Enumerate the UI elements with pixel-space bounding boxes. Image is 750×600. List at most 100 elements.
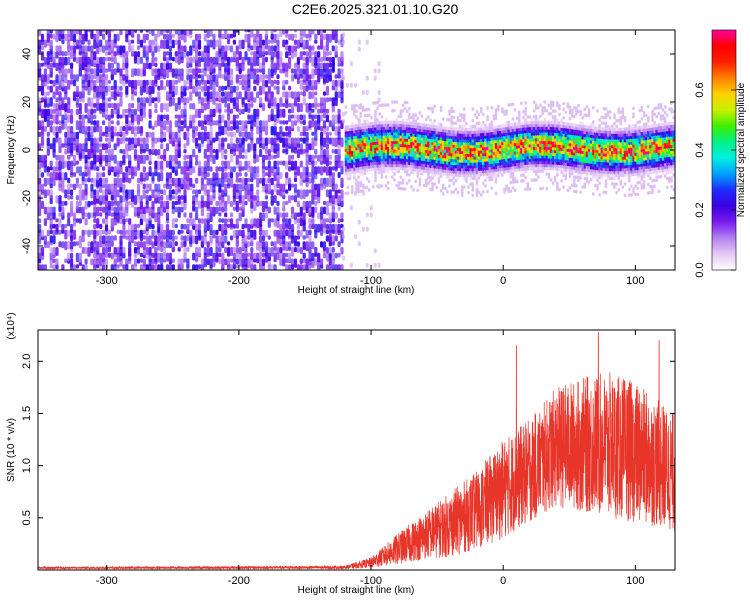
heatmap-cell-noise-2021 xyxy=(244,247,248,254)
heatmap-cell-noise-735 xyxy=(110,166,114,173)
heatmap-cell-signal-3838 xyxy=(422,160,426,165)
heatmap-cell-signal-3268 xyxy=(365,162,369,167)
heatmap-cell-signal-3581 xyxy=(397,160,401,165)
heatmap-cell-signal-4130 xyxy=(450,106,453,111)
heatmap-cell-noise-1007 xyxy=(139,218,143,226)
heatmap-cell-noise-2039 xyxy=(244,91,248,100)
heatmap-cell-noise-1277 xyxy=(165,39,170,50)
heatmap-cell-noise-1597 xyxy=(200,85,204,92)
heatmap-cell-noise-984 xyxy=(136,177,141,184)
heatmap-cell-signal-3923 xyxy=(431,167,434,172)
heatmap-cell-signal-3677 xyxy=(405,138,409,142)
heatmap-cell-noise-2646 xyxy=(308,241,312,248)
heatmap-cell-signal-3167 xyxy=(355,126,358,131)
heatmap-cell-signal-4391 xyxy=(475,115,479,120)
heatmap-cell-noise-1387 xyxy=(177,33,181,40)
heatmap-cell-noise-1392 xyxy=(180,235,184,241)
heatmap-cell-signal-4755 xyxy=(513,177,517,181)
heatmap-cell-signal-3223 xyxy=(361,169,365,173)
heatmap-cell-noise-522 xyxy=(90,45,94,53)
heatmap-cell-signal-3358 xyxy=(374,138,377,143)
heatmap-cell-noise-1635 xyxy=(206,247,210,255)
heatmap-cell-noise-145 xyxy=(52,229,56,236)
heatmap-cell-noise-1498 xyxy=(192,218,196,226)
heatmap-cell-signal-3527 xyxy=(391,129,394,133)
heatmap-cell-noise-1560 xyxy=(197,160,202,169)
heatmap-cell-noise-1906 xyxy=(232,223,236,229)
heatmap-cell-noise-1568 xyxy=(197,85,202,90)
heatmap-cell-noise-1956 xyxy=(235,56,239,67)
heatmap-cell-noise-87 xyxy=(46,166,50,173)
heatmap-cell-noise-2454 xyxy=(288,218,292,225)
heatmap-cell-signal-3458 xyxy=(384,158,388,162)
heatmap-cell-noise-2033 xyxy=(244,149,248,155)
heatmap-cell-noise-202 xyxy=(58,172,62,181)
heatmap-cell-noise-2565 xyxy=(299,172,303,179)
heatmap-cell-signal-3434 xyxy=(382,166,386,171)
heatmap-cell-noise-2897 xyxy=(331,114,335,124)
heatmap-cell-noise-2441 xyxy=(285,51,289,59)
heatmap-cell-signal-3521 xyxy=(391,146,394,150)
heatmap-cell-noise-2839 xyxy=(325,85,329,96)
heatmap-cell-signal-3827 xyxy=(420,137,424,141)
heatmap-cell-noise-2264 xyxy=(267,149,271,156)
heatmap-cell-signal-3916 xyxy=(429,106,432,111)
heatmap-cell-noise-1148 xyxy=(154,189,158,199)
heatmap-cell-signal-3872 xyxy=(425,117,428,122)
heatmap-cell-noise-187 xyxy=(55,74,59,84)
heatmap-cell-noise-1715 xyxy=(212,85,216,95)
heatmap-cell-signal-3500 xyxy=(389,152,392,156)
heatmap-cell-signal-4432 xyxy=(479,124,483,128)
heatmap-cell-noise-1194 xyxy=(160,264,164,270)
heatmap-cell-signal-3406 xyxy=(378,123,381,128)
heatmap-cell-noise-2507 xyxy=(293,195,298,203)
heatmap-cell-noise-2274 xyxy=(267,39,271,44)
heatmap-cell-noise-657 xyxy=(104,258,109,269)
heatmap-cell-noise-1101 xyxy=(148,131,152,138)
heatmap-cell-noise-128 xyxy=(49,108,53,117)
heatmap-cell-noise-2162 xyxy=(256,30,260,37)
heatmap-cell-noise-1313 xyxy=(171,229,175,236)
heatmap-cell-signal-3456 xyxy=(384,163,388,168)
heatmap-cell-noise-389 xyxy=(78,206,82,214)
heatmap-cell-signal-3687 xyxy=(408,179,411,183)
heatmap-cell-noise-372 xyxy=(75,131,79,139)
heatmap-cell-noise-1093 xyxy=(148,206,152,216)
heatmap-cell-signal-3055 xyxy=(344,134,348,138)
heatmap-cell-noise-1451 xyxy=(186,223,190,233)
heatmap-cell-signal-3865 xyxy=(425,140,428,145)
heatmap-cell-signal-3933 xyxy=(431,138,434,143)
heatmap-cell-noise-116 xyxy=(49,206,53,216)
heatmap-cell-noise-2479 xyxy=(290,229,295,239)
heatmap-cell-signal-4518 xyxy=(490,186,494,190)
heatmap-cell-noise-1847 xyxy=(227,241,231,246)
heatmap-cell-noise-368 xyxy=(75,160,79,165)
heatmap-cell-signal-3136 xyxy=(353,141,356,145)
heatmap-cell-noise-373 xyxy=(75,120,79,130)
heatmap-cell-noise-2670 xyxy=(308,51,312,58)
heatmap-cell-noise-1245 xyxy=(163,62,167,69)
heatmap-cell-noise-270 xyxy=(64,68,68,78)
heatmap-cell-noise-780 xyxy=(113,56,117,65)
heatmap-cell-noise-1314 xyxy=(171,218,175,228)
heatmap-cell-signal-3713 xyxy=(410,164,413,169)
heatmap-cell-signal-3806 xyxy=(418,142,422,147)
heatmap-cell-signal-3337 xyxy=(372,136,375,140)
heatmap-cell-noise-2088 xyxy=(250,189,254,199)
heatmap-cell-signal-3706 xyxy=(408,118,411,122)
heatmap-cell-signal-3888 xyxy=(427,135,430,139)
heatmap-cell-noise-1444 xyxy=(183,33,187,43)
heatmap-cell-noise-906 xyxy=(128,189,132,196)
heatmap-cell-noise-669 xyxy=(104,189,109,199)
heatmap-cell-signal-3905 xyxy=(429,150,432,154)
heatmap-cell-noise-2853 xyxy=(328,235,332,244)
heatmap-cell-signal-3960 xyxy=(433,124,436,129)
heatmap-cell-signal-3105 xyxy=(350,167,354,172)
heatmap-cell-signal-4875 xyxy=(524,118,527,122)
heatmap-cell-noise-1696 xyxy=(209,39,213,48)
heatmap-cell-noise-494 xyxy=(87,30,91,33)
heatmap-cell-noise-336 xyxy=(72,241,77,247)
heatmap-cell-noise-2509 xyxy=(293,183,298,193)
heatmap-cell-noise-2723 xyxy=(314,120,318,127)
heatmap-cell-noise-722 xyxy=(107,30,111,38)
